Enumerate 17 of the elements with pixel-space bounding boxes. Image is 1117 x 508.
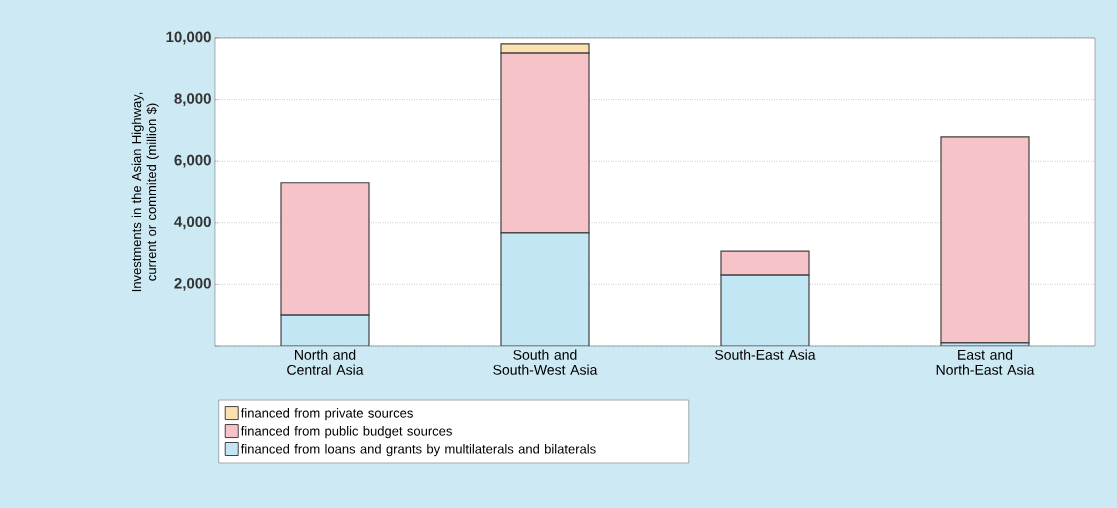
legend-label: financed from public budget sources <box>240 426 452 439</box>
x-tick-label: North and Central Asia <box>287 349 364 375</box>
x-tick-label: South-East Asia <box>715 349 816 360</box>
bar <box>720 250 810 276</box>
legend-label: financed from private sources <box>240 408 413 421</box>
bar <box>500 232 590 346</box>
y-axis-title: Investments in the Asian Highway, current or commited (million $) <box>131 92 159 292</box>
y-tick-label: 4,000 <box>174 216 211 230</box>
bar <box>280 314 370 346</box>
x-tick-label: South and South-West Asia <box>493 349 598 375</box>
y-tick-label: 8,000 <box>174 93 211 106</box>
y-tick-label: 10,000 <box>166 31 211 45</box>
y-tick-label: 6,000 <box>174 154 211 168</box>
bar <box>720 274 810 346</box>
x-tick-label: East and North-East Asia <box>936 349 1035 375</box>
y-tick-label: 2,000 <box>174 277 211 291</box>
legend-label: financed from loans and grants by multilaterals and bilaterals <box>240 444 596 457</box>
